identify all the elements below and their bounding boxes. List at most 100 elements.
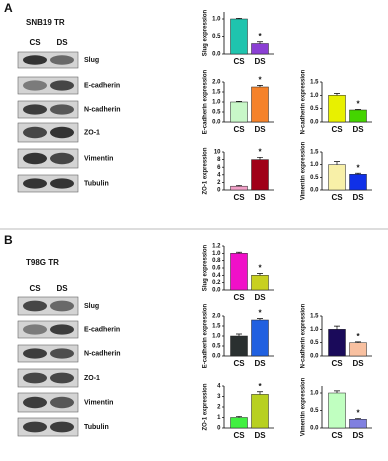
y-tick-label: 0.0 bbox=[212, 354, 221, 360]
blot-band bbox=[50, 126, 74, 139]
bar bbox=[251, 159, 269, 191]
y-tick-label: 8 bbox=[217, 157, 221, 163]
blot-band bbox=[23, 396, 47, 409]
x-tick-label: CS bbox=[233, 293, 245, 302]
x-tick-label: DS bbox=[352, 359, 364, 368]
y-tick-label: 2.0 bbox=[212, 80, 221, 86]
y-tick-label: 0.0 bbox=[310, 426, 319, 432]
x-tick-label: CS bbox=[331, 359, 343, 368]
protein-label: E-cadherin bbox=[84, 82, 120, 89]
blot-band bbox=[50, 348, 74, 359]
blot-band bbox=[23, 152, 47, 165]
y-tick-label: 1.0 bbox=[212, 251, 221, 257]
y-tick-label: 0.5 bbox=[310, 106, 319, 112]
y-tick-label: 0 bbox=[217, 188, 221, 194]
significance-mark: * bbox=[356, 332, 360, 341]
x-tick-label: CS bbox=[331, 125, 343, 134]
protein-label: Tubulin bbox=[84, 424, 109, 431]
bar bbox=[328, 95, 346, 123]
blot-band bbox=[50, 396, 74, 409]
protein-label: Vimentin bbox=[84, 399, 113, 406]
significance-mark: * bbox=[258, 264, 262, 273]
y-tick-label: 0 bbox=[217, 426, 221, 432]
x-tick-label: CS bbox=[233, 125, 245, 134]
y-tick-label: 1.0 bbox=[212, 100, 221, 106]
x-tick-label: CS bbox=[233, 193, 245, 202]
y-tick-label: 1.5 bbox=[212, 90, 221, 96]
significance-mark: * bbox=[258, 382, 262, 391]
y-tick-label: 10 bbox=[214, 150, 221, 156]
error-bar bbox=[355, 418, 361, 420]
lane-label: DS bbox=[56, 38, 68, 47]
y-tick-label: 1.0 bbox=[310, 327, 319, 333]
error-bar bbox=[236, 416, 242, 418]
protein-label: E-cadherin bbox=[84, 326, 120, 333]
blot-band bbox=[50, 55, 74, 65]
bar bbox=[230, 417, 248, 429]
y-axis-label: Vimentin expression bbox=[301, 377, 307, 436]
y-tick-label: 0.0 bbox=[212, 288, 221, 294]
y-tick-label: 2 bbox=[217, 405, 221, 411]
y-tick-label: 0.6 bbox=[212, 266, 221, 272]
x-tick-label: CS bbox=[233, 359, 245, 368]
error-bar bbox=[236, 185, 242, 187]
error-bar bbox=[257, 85, 263, 87]
bar bbox=[349, 419, 367, 429]
lane-label: CS bbox=[29, 38, 41, 47]
protein-label: N-cadherin bbox=[84, 106, 121, 113]
x-tick-label: CS bbox=[233, 57, 245, 66]
bar bbox=[230, 18, 248, 55]
bar bbox=[230, 101, 248, 123]
x-tick-label: DS bbox=[254, 431, 266, 440]
y-tick-label: 1.0 bbox=[310, 162, 319, 168]
protein-label: Tubulin bbox=[84, 180, 109, 187]
blot-band bbox=[50, 324, 74, 335]
blot-band bbox=[23, 55, 47, 65]
y-tick-label: 1.2 bbox=[212, 244, 221, 250]
error-bar bbox=[355, 109, 361, 110]
y-tick-label: 0.0 bbox=[310, 188, 319, 194]
error-bar bbox=[334, 390, 340, 393]
error-bar bbox=[236, 251, 242, 254]
y-tick-label: 0.5 bbox=[212, 110, 221, 116]
significance-mark: * bbox=[258, 76, 262, 85]
bar bbox=[230, 335, 248, 357]
y-tick-label: 0.8 bbox=[212, 258, 221, 264]
blot-band bbox=[50, 300, 74, 312]
error-bar bbox=[257, 318, 263, 320]
y-tick-label: 0.4 bbox=[212, 273, 221, 279]
y-tick-label: 0.0 bbox=[212, 120, 221, 126]
x-tick-label: DS bbox=[352, 125, 364, 134]
cell-line: SNB19 TR bbox=[26, 18, 65, 27]
y-tick-label: 3 bbox=[217, 394, 221, 400]
y-tick-label: 0.5 bbox=[212, 344, 221, 350]
error-bar bbox=[236, 333, 242, 336]
y-tick-label: 2.0 bbox=[212, 314, 221, 320]
blot-band bbox=[50, 104, 74, 115]
bar bbox=[328, 392, 346, 429]
error-bar bbox=[355, 341, 361, 343]
significance-mark: * bbox=[258, 147, 262, 156]
error-bar bbox=[257, 41, 263, 44]
bar bbox=[349, 342, 367, 357]
y-axis-label: Slug expression bbox=[203, 9, 209, 56]
error-bar bbox=[257, 273, 263, 276]
blot-band bbox=[50, 372, 74, 384]
y-tick-label: 0.0 bbox=[310, 354, 319, 360]
y-axis-label: E-cadherin expression bbox=[203, 303, 209, 368]
y-axis-label: N-cadherin expression bbox=[301, 69, 307, 134]
x-tick-label: DS bbox=[352, 431, 364, 440]
y-tick-label: 0.5 bbox=[212, 34, 221, 40]
protein-label: Slug bbox=[84, 303, 99, 310]
blot-band bbox=[50, 178, 74, 189]
y-axis-label: ZO-1 expression bbox=[203, 147, 209, 194]
significance-mark: * bbox=[258, 32, 262, 41]
blot-band bbox=[23, 421, 47, 433]
bar bbox=[230, 185, 248, 191]
blot-band bbox=[23, 126, 47, 139]
y-tick-label: 1.0 bbox=[310, 391, 319, 397]
bar bbox=[251, 43, 269, 55]
cell-line: T98G TR bbox=[26, 258, 59, 267]
